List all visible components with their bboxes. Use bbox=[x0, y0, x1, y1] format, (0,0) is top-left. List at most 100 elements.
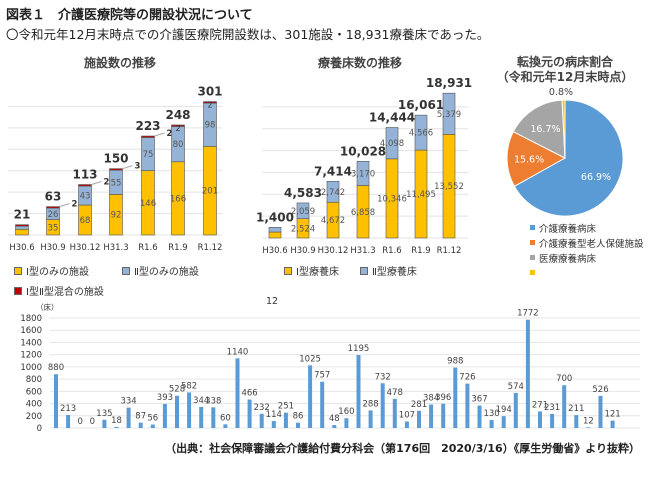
data-label: 80 bbox=[173, 140, 184, 150]
bar bbox=[380, 383, 385, 428]
bar bbox=[368, 410, 373, 428]
data-label: 0 bbox=[77, 417, 82, 427]
total-label: 113 bbox=[72, 168, 97, 182]
bar bbox=[308, 365, 313, 428]
pie-slice bbox=[512, 99, 566, 159]
x-tick-label: H31.3 bbox=[350, 246, 375, 255]
data-label: 26 bbox=[48, 210, 59, 220]
y-tick-label: 1200 bbox=[20, 351, 42, 361]
bar bbox=[586, 427, 591, 428]
data-label: 18 bbox=[111, 416, 122, 426]
bar-mixed bbox=[46, 206, 60, 209]
data-label: 146 bbox=[140, 199, 156, 209]
bar bbox=[199, 406, 204, 428]
bar bbox=[574, 415, 579, 428]
bar bbox=[392, 398, 397, 428]
legend-mixed-facilities: Ⅰ型Ⅱ型混合の施設 bbox=[14, 283, 104, 298]
data-label: 98 bbox=[205, 121, 216, 131]
pie-title: 転換元の病床割合 bbox=[516, 55, 613, 69]
data-label: 288 bbox=[362, 399, 378, 409]
data-label: 2 bbox=[104, 178, 110, 188]
legend-swatch bbox=[284, 266, 292, 275]
bar-type2 bbox=[15, 225, 29, 230]
data-label: 334 bbox=[120, 397, 136, 407]
data-label: 135 bbox=[96, 409, 112, 419]
data-label: 0 bbox=[90, 417, 95, 427]
legend-swatch bbox=[530, 225, 535, 230]
pie-legend: 介護療養病床 介護療養型老人保健施設 医療療養病床 bbox=[530, 220, 644, 280]
data-label: 92 bbox=[111, 211, 122, 221]
data-label: 2 bbox=[207, 101, 212, 110]
bar bbox=[138, 422, 143, 428]
bar-type2 bbox=[385, 127, 399, 160]
bar bbox=[175, 395, 179, 428]
total-label: 18,931 bbox=[426, 76, 472, 90]
x-tick-label: R1.6 bbox=[382, 246, 401, 255]
bar-type1 bbox=[15, 228, 29, 236]
data-label: 130 bbox=[483, 409, 499, 419]
bar-type1 bbox=[268, 231, 282, 239]
data-label: 201 bbox=[202, 187, 218, 197]
total-label: 7,414 bbox=[314, 164, 352, 178]
y-tick-label: 1400 bbox=[20, 338, 42, 348]
bar bbox=[332, 425, 337, 428]
data-label: 11,495 bbox=[406, 190, 436, 200]
data-label: 56 bbox=[147, 414, 158, 424]
bar-type2 bbox=[296, 202, 310, 219]
bar bbox=[404, 421, 409, 428]
pie-legend-item bbox=[530, 265, 644, 280]
y-tick-label: 600 bbox=[26, 387, 42, 397]
data-label: 231 bbox=[544, 403, 560, 413]
data-label: 1772 bbox=[517, 309, 539, 319]
bar bbox=[223, 424, 228, 428]
data-label: 2,742 bbox=[321, 188, 345, 198]
data-label: 5,379 bbox=[437, 110, 461, 120]
legend-label: Ⅰ型療養床 bbox=[296, 267, 339, 278]
pie-slice bbox=[513, 99, 624, 217]
legend-label: Ⅱ型のみの施設 bbox=[134, 267, 199, 278]
total-label: 223 bbox=[135, 119, 160, 133]
x-tick-label: H30.9 bbox=[40, 243, 65, 253]
bar bbox=[513, 392, 518, 428]
total-label: 248 bbox=[165, 108, 190, 122]
data-label: 880 bbox=[48, 363, 64, 373]
facilities-chart-title: 施設数の推移 bbox=[83, 56, 156, 70]
source-note: （出典：社会保障審議会介護給付費分科会（第176回 2020/3/16）《厚生労… bbox=[165, 442, 640, 455]
data-label: 574 bbox=[508, 382, 524, 392]
figure-title: 図表１ 介護医療院等の開設状況について bbox=[6, 8, 253, 23]
facilities-chart: 21H30.63526263H30.968432113H30.129255315… bbox=[8, 85, 223, 253]
bar bbox=[610, 420, 615, 428]
total-label: 21 bbox=[14, 208, 31, 222]
total-label: 63 bbox=[45, 190, 62, 204]
bar-mixed bbox=[141, 135, 155, 138]
bar bbox=[441, 403, 446, 428]
bar bbox=[465, 383, 470, 428]
leader-line bbox=[59, 203, 70, 208]
legend-swatch bbox=[122, 266, 130, 275]
bar bbox=[538, 411, 542, 428]
total-label: 14,444 bbox=[369, 111, 415, 125]
data-label: 160 bbox=[338, 407, 354, 417]
bar bbox=[550, 413, 555, 428]
slice-label: 15.6% bbox=[514, 155, 544, 166]
total-label: 1,400 bbox=[256, 210, 294, 224]
data-label: 393 bbox=[157, 393, 173, 403]
data-label: 384 bbox=[423, 394, 439, 404]
total-label: 16,061 bbox=[398, 98, 444, 112]
data-label: 13,552 bbox=[434, 182, 464, 192]
bar bbox=[453, 367, 458, 428]
legend-swatch bbox=[530, 255, 535, 260]
data-label: 700 bbox=[556, 374, 572, 384]
x-tick-label: H31.3 bbox=[103, 243, 128, 253]
data-label: 55 bbox=[111, 178, 122, 188]
y-tick-label: 1000 bbox=[20, 363, 42, 373]
data-label: 43 bbox=[80, 192, 91, 202]
data-label: 251 bbox=[278, 402, 294, 412]
bar bbox=[356, 354, 361, 428]
data-label: 2 bbox=[175, 124, 180, 133]
data-label: 4,672 bbox=[321, 216, 345, 226]
data-label: 3 bbox=[135, 162, 141, 172]
data-label: 732 bbox=[375, 372, 391, 382]
pie-subtitle: （令和元年12月末時点） bbox=[496, 70, 634, 84]
data-label: 107 bbox=[399, 410, 415, 420]
